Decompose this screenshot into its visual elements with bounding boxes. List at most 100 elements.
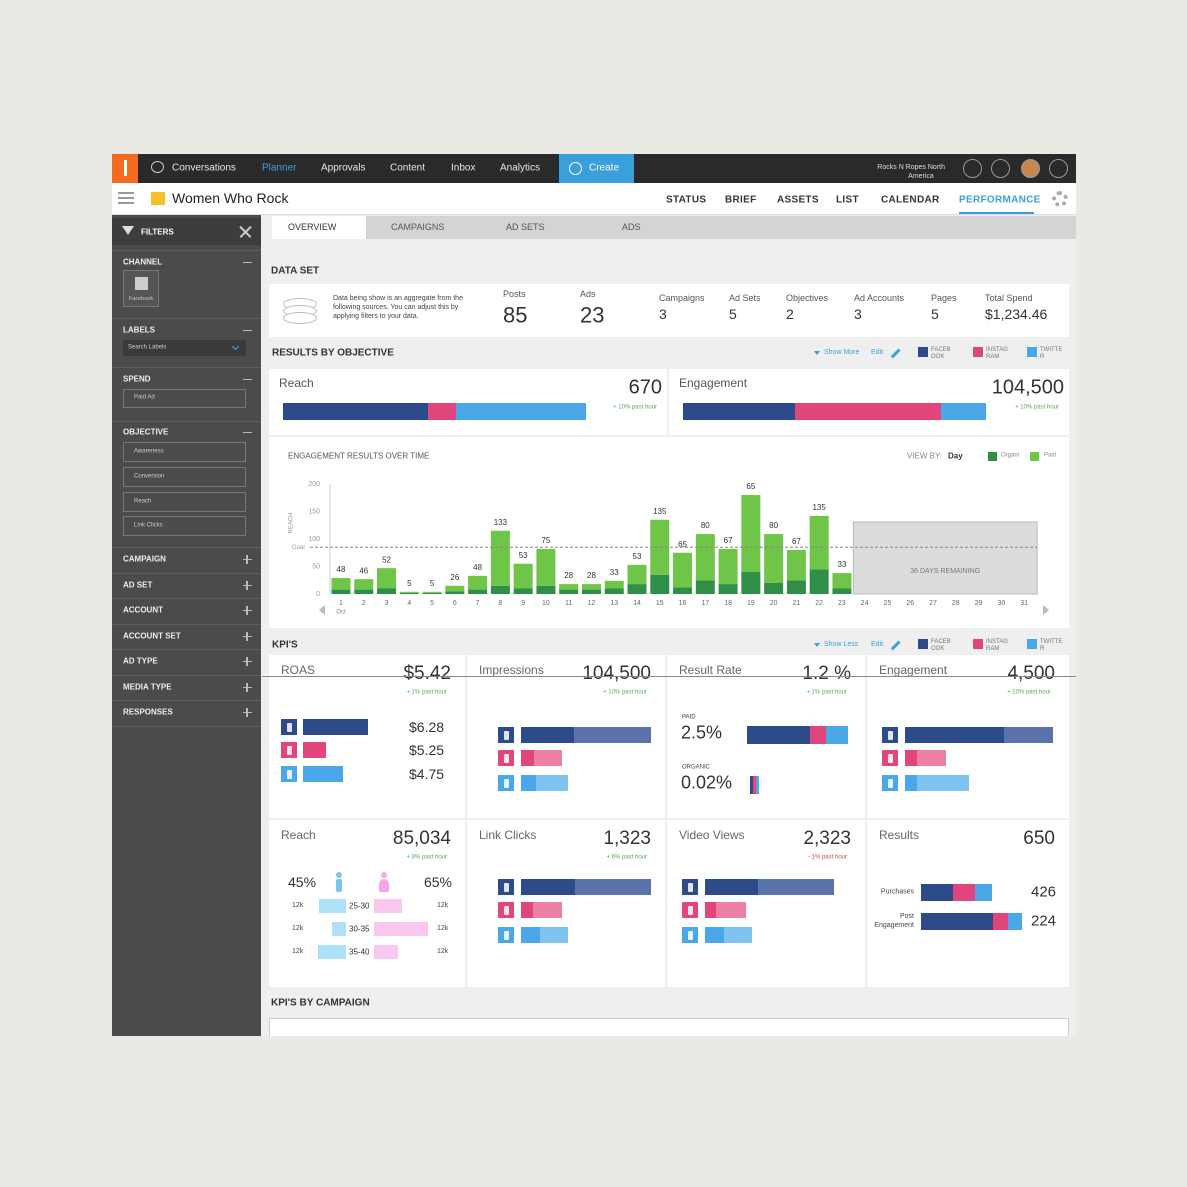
stat-label: Campaigns [659,292,705,303]
section-title: DATA SET [271,265,320,277]
kpi-value: 1,323 [603,828,651,850]
nav-item[interactable]: Analytics [500,162,541,174]
tab[interactable]: STATUS [666,194,707,206]
stat-value: 3 [659,305,667,322]
nav-item[interactable]: Inbox [451,162,476,174]
bar-segment [921,913,993,930]
kpi-label: Video Views [679,828,745,843]
nav-icon[interactable] [963,159,982,178]
separator [112,367,261,368]
nav-icon[interactable] [991,159,1010,178]
person-head [381,872,387,878]
kpi-value: 650 [1023,828,1055,850]
option-text: Reach [134,498,152,505]
share-bar [283,403,429,420]
edit-link[interactable]: Edit [871,348,884,356]
labels-dropdown[interactable] [123,340,246,356]
stat-label: Objectives [786,292,829,303]
nav-icon[interactable] [1049,159,1068,178]
caret [814,351,820,355]
bar-segment [921,884,953,901]
nav-item[interactable]: Conversations [172,162,236,174]
rate-value: 2.5% [681,722,723,743]
toggle-link[interactable]: Show Less [824,640,859,648]
tab[interactable]: ASSETS [777,194,819,206]
separator [112,726,261,727]
kpi-label: Result Rate [679,663,742,678]
edit-link[interactable]: Edit [871,640,884,648]
legend-swatch [1030,452,1039,461]
subtab[interactable]: ADS [622,221,641,232]
male-count: 12k [292,947,304,955]
plus-icon [246,657,248,666]
filter-heading: ACCOUNT SET [123,631,181,641]
bar-segment [533,902,562,918]
bar-segment [575,879,651,895]
tab[interactable]: CALENDAR [881,194,940,206]
row-value: $5.25 [409,741,445,758]
bar-segment [905,775,917,791]
plus-icon [246,606,248,615]
objective-option[interactable] [123,442,246,462]
filter-heading: LABELS [123,325,155,335]
subtab[interactable]: AD SETS [506,221,545,232]
separator [112,598,261,599]
bar-segment [826,726,848,744]
objective-option[interactable] [123,467,246,487]
nav-item[interactable]: Approvals [321,162,366,174]
create-icon [569,162,582,175]
separator [112,250,261,251]
toggle-link[interactable]: Show More [824,348,860,356]
header-bar [112,183,1076,215]
filter-heading: CHANNEL [123,257,163,267]
nav-item[interactable]: Content [390,162,426,174]
legend-swatch [973,347,983,357]
plus-icon [246,555,248,564]
age-range: 25-30 [349,901,370,911]
legend-swatch [918,347,928,357]
stat-label: Ad Sets [729,292,761,303]
kpi-value: 4,500 [1007,663,1055,685]
bar-segment [540,927,568,943]
option-text: Link Clicks [134,522,163,529]
subtab[interactable]: OVERVIEW [288,221,337,232]
female-share: 65% [423,873,452,890]
avatar[interactable] [1021,159,1040,178]
network-glyph [688,931,693,940]
network-glyph [287,770,292,779]
subtab[interactable]: CAMPAIGNS [391,221,445,232]
tab[interactable]: PERFORMANCE [959,194,1041,206]
row-value: $6.28 [409,718,445,735]
objective-option[interactable] [123,516,246,536]
account-name: America [908,172,934,180]
plus-icon [246,708,248,717]
nav-item[interactable]: Planner [262,162,297,174]
tab[interactable]: BRIEF [725,194,757,206]
filter-heading: AD SET [123,580,153,590]
stat-value: 5 [931,305,939,322]
male-bar [318,945,346,959]
minus-icon [243,329,252,331]
settings-icon[interactable] [1052,191,1068,207]
plus-icon [246,632,248,641]
kpi-change: + 1% past hour [806,689,847,696]
bar-segment [303,766,343,782]
bar-segment [810,726,826,744]
filter-heading: AD TYPE [123,656,158,666]
kpi-label: Engagement [879,663,948,678]
bar-segment [521,879,575,895]
kpi-change: + 10% past hour [603,689,647,696]
bar-segment [917,750,946,766]
objective-option[interactable] [123,492,246,512]
person-body [379,879,389,892]
spend-option[interactable] [123,389,246,408]
view-by-value[interactable]: Day [948,451,963,461]
tab[interactable]: LIST [836,194,859,206]
network-glyph [504,779,509,788]
subtab-active [272,216,366,239]
stat-label: Pages [931,292,957,303]
male-count: 12k [292,901,304,909]
channel-name: Facebook [128,295,154,302]
result-label: Purchases [880,888,914,896]
